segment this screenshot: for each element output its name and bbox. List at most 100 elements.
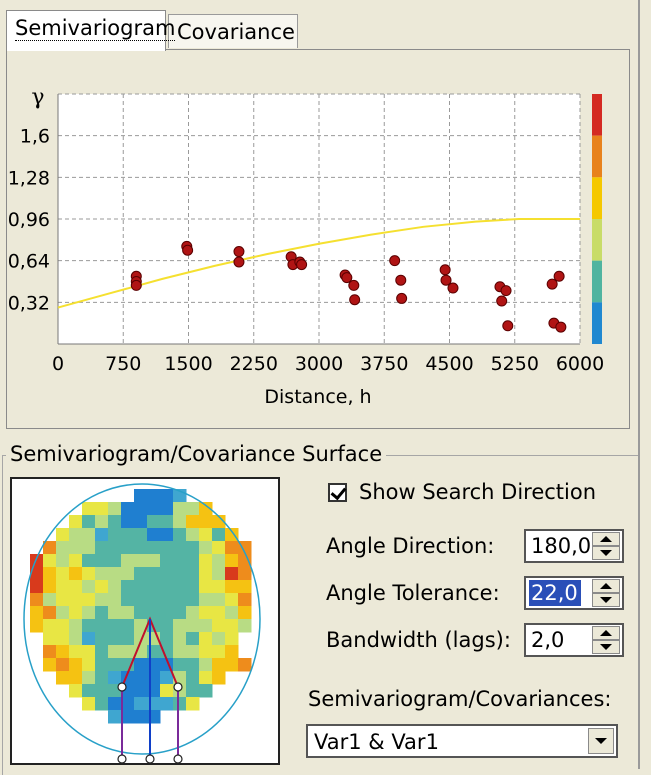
colorbar-segment (592, 302, 602, 344)
gridlines (58, 93, 581, 344)
surface-cell (199, 593, 213, 607)
sector-handle[interactable] (173, 754, 183, 763)
surface-cell (108, 697, 122, 711)
surface-cell (121, 567, 135, 581)
surface-cell (147, 541, 161, 555)
surface-cell (147, 489, 161, 503)
data-point (439, 264, 451, 276)
surface-cell (186, 580, 200, 594)
surface-cell (56, 593, 70, 607)
surface-cell (30, 580, 44, 594)
data-point (496, 295, 508, 307)
y-tick-label: 1,28 (8, 167, 50, 189)
surface-cell (95, 619, 109, 633)
surface-cell (160, 541, 174, 555)
colorbar-segment (592, 260, 602, 303)
surface-cell (134, 619, 148, 633)
surface-cell (212, 632, 226, 646)
semivariogram-covariances-select[interactable]: Var1 & Var1 (306, 724, 618, 758)
tab-covariance[interactable]: Covariance (168, 14, 298, 48)
angle-direction-down-button[interactable] (592, 546, 620, 560)
dropdown-button[interactable] (588, 728, 614, 754)
data-points (130, 240, 567, 333)
surface-cell (108, 632, 122, 646)
surface-cell (108, 710, 122, 724)
surface-cell (238, 567, 252, 581)
angle-tolerance-spinner (524, 576, 624, 610)
tick-labels: 0 750 1500 2250 3000 3750 4500 5250 6000 0,32 0,64… (8, 126, 604, 375)
surface-cell (186, 567, 200, 581)
angle-direction-input[interactable] (529, 533, 593, 559)
data-point (502, 320, 514, 332)
surface-cell (56, 645, 70, 659)
bandwidth-down-button[interactable] (592, 640, 620, 654)
bandwidth-input[interactable] (529, 627, 593, 653)
surface-cell (212, 658, 226, 672)
data-point (395, 274, 407, 286)
surface-cell (56, 541, 70, 555)
surface-cell (225, 567, 239, 581)
data-point (555, 321, 567, 333)
surface-cell (160, 554, 174, 568)
surface-cell (121, 632, 135, 646)
surface-cell (160, 567, 174, 581)
surface-cell (95, 541, 109, 555)
surface-cell (225, 606, 239, 620)
tab-semivariogram[interactable]: Semivariogram (6, 10, 176, 51)
angle-direction-up-button[interactable] (592, 532, 620, 546)
surface-cell (121, 515, 135, 529)
angle-tolerance-input[interactable] (529, 580, 581, 606)
surface-cell (173, 502, 187, 516)
surface-cell (95, 502, 109, 516)
sector-handle[interactable] (117, 682, 127, 692)
arrow-down-icon (600, 597, 612, 603)
data-point (182, 244, 194, 256)
surface-cell (160, 645, 174, 659)
surface-cell (56, 619, 70, 633)
bandwidth-up-button[interactable] (592, 626, 620, 640)
surface-cell (134, 671, 148, 685)
surface-cell (134, 710, 148, 724)
surface-cell (82, 593, 96, 607)
data-point (233, 246, 245, 258)
sector-handle[interactable] (145, 754, 155, 763)
surface-cell (108, 502, 122, 516)
data-point (296, 259, 308, 271)
show-search-direction-checkbox[interactable] (328, 482, 347, 502)
surface-cell (147, 554, 161, 568)
surface-cell (95, 606, 109, 620)
surface-cell (56, 658, 70, 672)
surface-cell (186, 697, 200, 711)
sector-handle[interactable] (117, 754, 127, 763)
surface-cell (134, 541, 148, 555)
show-search-direction-row: Show Search Direction (328, 478, 596, 506)
surface-cell (225, 554, 239, 568)
surface-cell (134, 697, 148, 711)
surface-cell (69, 671, 83, 685)
surface-cell (108, 606, 122, 620)
surface-cell (56, 580, 70, 594)
surface-cell (160, 515, 174, 529)
surface-cell (56, 606, 70, 620)
surface-cell (225, 658, 239, 672)
surface-cell (186, 515, 200, 529)
surface-cell (134, 515, 148, 529)
surface-cell (69, 528, 83, 542)
surface-cell (225, 580, 239, 594)
angle-tolerance-up-button[interactable] (592, 579, 620, 593)
surface-cell (238, 541, 252, 555)
surface-cell (186, 671, 200, 685)
surface-cell (173, 632, 187, 646)
surface-graphic (23, 483, 261, 763)
arrow-down-icon (600, 550, 612, 556)
surface-cell (160, 684, 174, 698)
surface-cell (43, 619, 57, 633)
surface-cell (225, 645, 239, 659)
surface-cell (134, 502, 148, 516)
surface-cell (173, 619, 187, 633)
surface-cell (199, 554, 213, 568)
surface-cell (95, 671, 109, 685)
sector-handle[interactable] (173, 682, 183, 692)
surface-cell (173, 593, 187, 607)
angle-tolerance-down-button[interactable] (592, 593, 620, 607)
